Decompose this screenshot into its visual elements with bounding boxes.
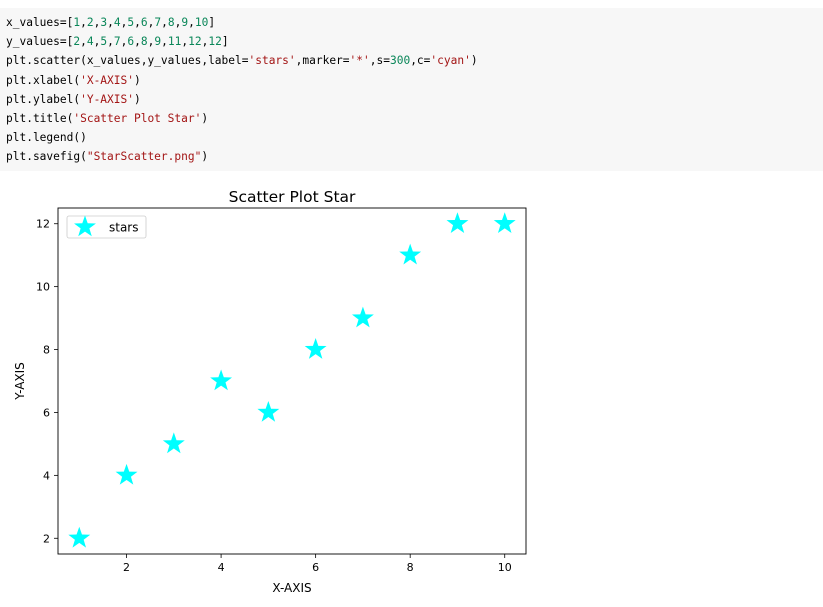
data-point-star [351, 306, 374, 328]
legend-star [74, 215, 96, 237]
code-line: plt.savefig("StarScatter.png") [6, 150, 209, 164]
code-line: plt.title('Scatter Plot Star') [6, 111, 209, 125]
chart-title: Scatter Plot Star [229, 188, 356, 206]
axis-ticks: 2 4 6 8 10 2 4 6 8 10 12 [36, 218, 512, 574]
code-line: plt.xlabel('X-AXIS') [6, 73, 141, 87]
plot-frame [57, 207, 527, 555]
data-points [68, 212, 516, 548]
x-tick-label: 6 [312, 561, 319, 574]
y-tick-label: 6 [43, 406, 50, 419]
x-tick-label: 10 [498, 561, 512, 574]
data-point-star [493, 212, 516, 234]
y-tick-label: 2 [43, 532, 50, 545]
y-tick-label: 8 [43, 344, 50, 357]
legend-label: stars [109, 221, 139, 235]
scatter-chart: Scatter Plot Star 2 4 6 8 10 2 4 6 8 10 12 stars X… [13, 188, 527, 595]
code-line: x_values=[1,2,3,4,5,6,7,8,9,10] [6, 16, 216, 29]
code-line: plt.scatter(x_values,y_values,label='sta… [6, 54, 478, 68]
x-tick-label: 8 [407, 561, 414, 574]
y-tick-label: 10 [36, 281, 50, 294]
code-line: y_values=[2,4,5,7,6,8,9,11,12,12] [6, 35, 229, 49]
code-block: x_values=[1,2,3,4,5,6,7,8,9,10] y_values=… [6, 13, 823, 167]
code-line: plt.ylabel('Y-AXIS') [6, 92, 141, 106]
x-axis-label: X-AXIS [272, 581, 311, 595]
legend: stars [66, 215, 147, 239]
data-point-star [68, 526, 91, 548]
data-point-star [399, 243, 422, 265]
y-tick-label: 12 [36, 218, 50, 231]
data-point-star [257, 400, 280, 422]
data-point-star [304, 338, 327, 359]
legend-star-icon [74, 215, 96, 237]
data-point-star [210, 369, 233, 391]
code-line: plt.legend() [6, 131, 87, 145]
code-cell[interactable]: x_values=[1,2,3,4,5,6,7,8,9,10] y_values=… [0, 8, 823, 171]
y-axis-label: Y-AXIS [13, 362, 27, 401]
x-tick-label: 2 [123, 561, 130, 574]
cell-output: Scatter Plot Star 2 4 6 8 10 2 4 6 8 10 12 stars X… [0, 176, 823, 603]
data-point-star [115, 463, 138, 485]
data-point-star [446, 212, 469, 234]
y-tick-label: 4 [43, 469, 50, 482]
data-point-star [162, 432, 185, 454]
x-tick-label: 4 [218, 561, 225, 574]
